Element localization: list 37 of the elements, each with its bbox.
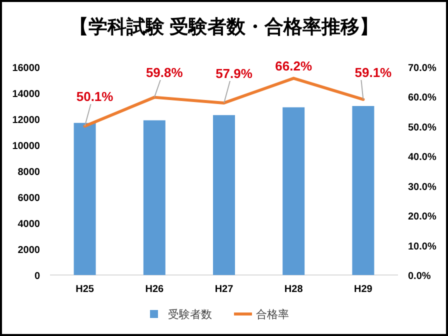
y-tick-label: 10000 xyxy=(12,141,40,152)
x-tick-label: H26 xyxy=(145,284,164,295)
bar xyxy=(74,122,96,275)
x-tick-label: H27 xyxy=(214,284,234,295)
y2-tick-label: 20.0% xyxy=(408,212,436,223)
legend-label: 合格率 xyxy=(256,308,289,321)
data-label: 66.2% xyxy=(275,58,312,74)
data-label: 50.1% xyxy=(76,89,114,104)
data-label: 57.9% xyxy=(216,66,253,81)
y2-tick-label: 30.0% xyxy=(408,182,436,193)
y2-tick-label: 40.0% xyxy=(408,152,436,164)
data-label: 59.1% xyxy=(354,65,392,80)
y-tick-label: 16000 xyxy=(12,63,40,74)
legend-label: 受験者数 xyxy=(168,308,212,321)
x-tick-label: H25 xyxy=(76,284,94,295)
x-tick-label: H28 xyxy=(284,284,304,295)
y-tick-label: 8000 xyxy=(18,167,40,178)
y2-tick-label: 70.0% xyxy=(408,63,436,74)
bar xyxy=(213,115,235,275)
bar xyxy=(143,120,166,275)
y-tick-label: 6000 xyxy=(18,193,40,204)
legend-item: 受験者数 xyxy=(150,309,212,321)
y2-tick-label: 50.0% xyxy=(408,122,436,134)
y-tick-label: 2000 xyxy=(18,245,40,256)
bar xyxy=(282,107,305,275)
y-tick-label: 14000 xyxy=(12,89,40,100)
y-tick-label: 12000 xyxy=(12,115,40,126)
legend-item: 合格率 xyxy=(234,309,289,321)
y2-tick-label: 0.0% xyxy=(408,271,431,282)
y-tick-label: 4000 xyxy=(18,219,40,230)
y2-tick-label: 60.0% xyxy=(408,92,436,104)
bar xyxy=(352,106,374,275)
data-label: 59.8% xyxy=(146,65,184,80)
chart-title: 【学科試験 受験者数・合格率推移】 xyxy=(69,16,379,38)
x-tick-label: H29 xyxy=(354,284,373,295)
y-tick-label: 0 xyxy=(34,271,40,282)
y2-tick-label: 10.0% xyxy=(408,241,436,252)
